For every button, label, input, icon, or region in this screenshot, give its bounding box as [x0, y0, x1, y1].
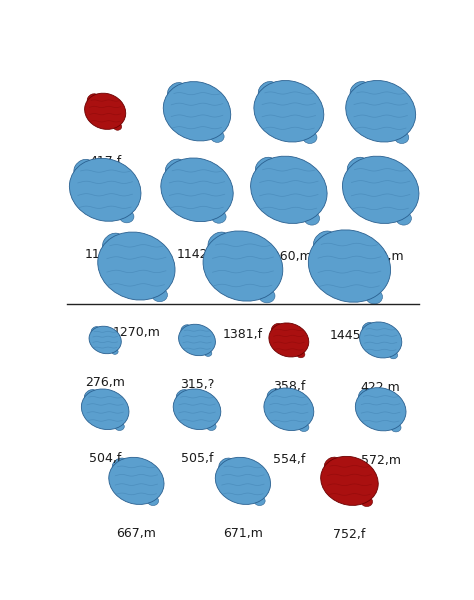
- Ellipse shape: [165, 159, 185, 178]
- Ellipse shape: [362, 323, 374, 333]
- Ellipse shape: [167, 83, 186, 100]
- Ellipse shape: [89, 326, 121, 354]
- Ellipse shape: [163, 82, 231, 141]
- Ellipse shape: [109, 457, 164, 505]
- Text: 671,m: 671,m: [223, 527, 263, 540]
- Ellipse shape: [391, 424, 401, 432]
- Text: 276,m: 276,m: [85, 376, 125, 389]
- Ellipse shape: [254, 496, 265, 506]
- Ellipse shape: [321, 457, 378, 505]
- Ellipse shape: [203, 231, 283, 301]
- Ellipse shape: [152, 288, 167, 302]
- Ellipse shape: [269, 323, 309, 357]
- Ellipse shape: [208, 232, 230, 253]
- Text: 667,m: 667,m: [117, 527, 156, 540]
- Ellipse shape: [207, 422, 216, 431]
- Ellipse shape: [176, 389, 189, 401]
- Text: 504,f: 504,f: [89, 452, 121, 465]
- Text: 1138,f: 1138,f: [85, 248, 125, 260]
- Ellipse shape: [219, 458, 234, 472]
- Ellipse shape: [85, 93, 126, 130]
- Text: 554,f: 554,f: [273, 453, 305, 466]
- Ellipse shape: [389, 352, 398, 359]
- Ellipse shape: [299, 423, 309, 431]
- Text: 505,f: 505,f: [181, 452, 213, 465]
- Ellipse shape: [304, 212, 319, 225]
- Ellipse shape: [358, 388, 372, 401]
- Ellipse shape: [119, 211, 134, 223]
- Ellipse shape: [347, 157, 368, 177]
- Ellipse shape: [396, 212, 411, 225]
- Ellipse shape: [309, 230, 391, 302]
- Text: 1124,f: 1124,f: [269, 169, 309, 181]
- Ellipse shape: [179, 324, 215, 356]
- Text: 1270,m: 1270,m: [112, 326, 160, 340]
- Ellipse shape: [98, 232, 175, 300]
- Ellipse shape: [356, 388, 406, 431]
- Ellipse shape: [346, 80, 416, 142]
- Text: 358,f: 358,f: [273, 380, 305, 392]
- Ellipse shape: [313, 231, 336, 253]
- Ellipse shape: [82, 389, 129, 430]
- Ellipse shape: [215, 457, 271, 505]
- Ellipse shape: [211, 211, 226, 223]
- Ellipse shape: [258, 82, 277, 100]
- Ellipse shape: [272, 323, 282, 334]
- Text: 1132,f: 1132,f: [361, 169, 401, 181]
- Ellipse shape: [161, 158, 233, 221]
- Ellipse shape: [255, 157, 276, 177]
- Text: 1260,m: 1260,m: [265, 250, 313, 263]
- Ellipse shape: [395, 131, 409, 143]
- Ellipse shape: [112, 349, 118, 355]
- Ellipse shape: [350, 82, 369, 100]
- Text: 572,m: 572,m: [361, 454, 401, 467]
- Ellipse shape: [181, 325, 191, 334]
- Ellipse shape: [259, 289, 275, 303]
- Ellipse shape: [342, 156, 419, 223]
- Text: 1053,m: 1053,m: [173, 167, 221, 180]
- Text: 1381,f: 1381,f: [223, 328, 263, 341]
- Ellipse shape: [84, 389, 97, 401]
- Ellipse shape: [251, 156, 327, 223]
- Ellipse shape: [115, 422, 124, 431]
- Ellipse shape: [267, 389, 281, 401]
- Text: 1263,m: 1263,m: [357, 250, 404, 263]
- Text: 315,?: 315,?: [180, 378, 214, 391]
- Ellipse shape: [360, 322, 402, 358]
- Ellipse shape: [91, 326, 100, 335]
- Ellipse shape: [113, 123, 122, 130]
- Ellipse shape: [112, 458, 127, 472]
- Text: 752,f: 752,f: [333, 528, 365, 541]
- Ellipse shape: [303, 131, 317, 143]
- Text: 1142,f: 1142,f: [177, 248, 217, 261]
- Ellipse shape: [361, 497, 373, 506]
- Ellipse shape: [366, 290, 383, 304]
- Text: 1445,f: 1445,f: [329, 329, 370, 341]
- Text: 417,f: 417,f: [89, 155, 121, 168]
- Ellipse shape: [147, 496, 159, 506]
- Ellipse shape: [74, 160, 93, 178]
- Ellipse shape: [69, 158, 141, 221]
- Ellipse shape: [324, 457, 340, 472]
- Text: 422,m: 422,m: [361, 380, 401, 394]
- Ellipse shape: [254, 80, 324, 142]
- Ellipse shape: [102, 233, 124, 253]
- Ellipse shape: [204, 350, 212, 356]
- Ellipse shape: [264, 388, 314, 431]
- Ellipse shape: [297, 351, 305, 358]
- Ellipse shape: [173, 389, 221, 430]
- Ellipse shape: [210, 131, 224, 142]
- Ellipse shape: [87, 94, 99, 104]
